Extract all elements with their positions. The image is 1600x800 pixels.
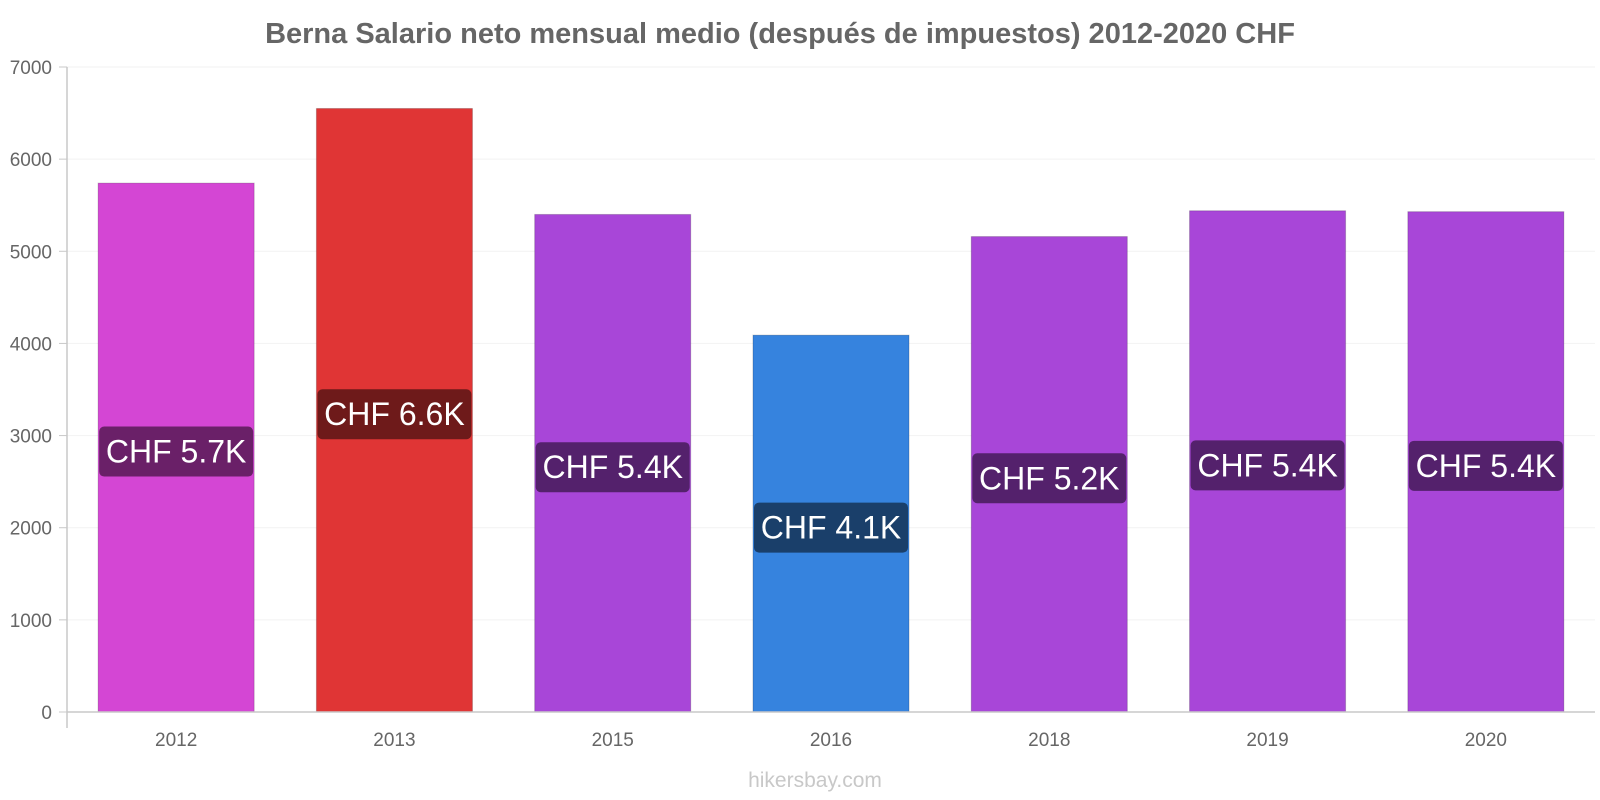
data-label: CHF 5.2K <box>979 460 1119 496</box>
y-tick-label: 6000 <box>10 150 52 171</box>
y-tick-label: 7000 <box>10 58 52 79</box>
chart-title: Berna Salario neto mensual medio (despué… <box>265 18 1295 50</box>
data-label: CHF 4.1K <box>761 510 901 546</box>
data-label-box <box>317 389 472 440</box>
data-label-box <box>1408 440 1563 491</box>
data-label: CHF 5.4K <box>542 449 682 485</box>
data-label-box <box>535 442 690 493</box>
x-tick-label: 2012 <box>155 730 197 751</box>
y-tick-label: 2000 <box>10 519 52 540</box>
data-label-box <box>972 453 1127 504</box>
data-label-box <box>99 426 254 477</box>
x-tick-label: 2013 <box>373 730 415 751</box>
data-labels: CHF 5.7K CHF 6.6K CHF 5.4K CHF 4.1K CHF 5.2K… <box>99 389 1563 553</box>
x-tick-label: 2016 <box>810 730 852 751</box>
axes: 0 1000 2000 3000 4000 5000 6000 7000 2012 2013 201… <box>10 58 1595 751</box>
y-tick-label: 5000 <box>10 242 52 263</box>
data-label: CHF 5.4K <box>1197 447 1337 483</box>
data-label: CHF 5.7K <box>106 434 246 470</box>
y-tick-label: 0 <box>41 703 52 724</box>
data-label: CHF 6.6K <box>324 396 464 432</box>
data-label-box <box>754 502 908 553</box>
x-tick-label: 2015 <box>592 730 634 751</box>
watermark: hikersbay.com <box>748 769 882 792</box>
y-tick-label: 3000 <box>10 427 52 448</box>
x-tick-label: 2019 <box>1246 730 1288 751</box>
x-tick-label: 2020 <box>1465 730 1507 751</box>
y-tick-label: 4000 <box>10 334 52 355</box>
y-tick-label: 1000 <box>10 611 52 632</box>
x-tick-label: 2018 <box>1028 730 1070 751</box>
data-label: CHF 5.4K <box>1416 448 1556 484</box>
data-label-box <box>1190 440 1345 491</box>
